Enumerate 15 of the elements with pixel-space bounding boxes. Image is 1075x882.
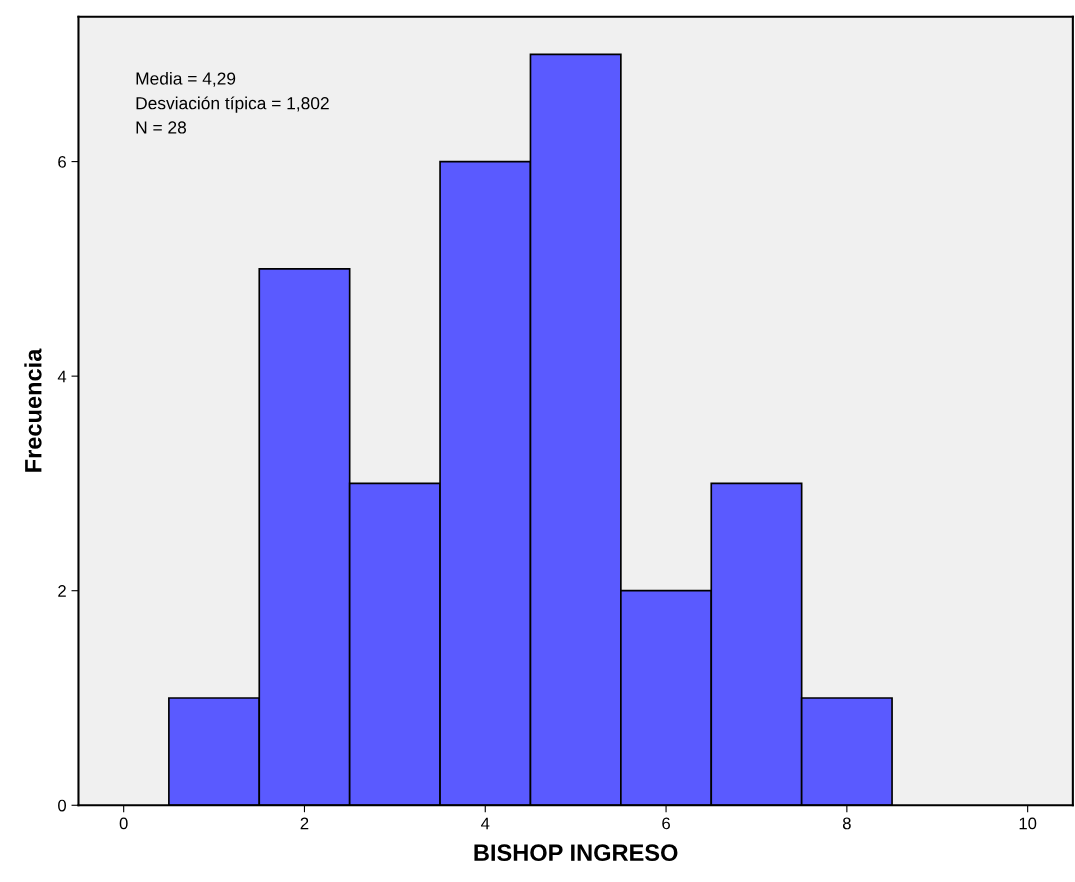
annotation: N = 28 — [136, 121, 187, 134]
x-tick-label: 10 — [1019, 817, 1037, 830]
y-axis-title: Frecuencia — [24, 348, 42, 472]
x-tick-label: 8 — [842, 817, 851, 830]
y-tick-label: 0 — [58, 799, 67, 812]
x-tick-label: 6 — [662, 817, 670, 830]
annotation: Desviación típica = 1,802 — [136, 96, 329, 113]
x-tick-label: 2 — [300, 817, 309, 830]
annotation: Media = 4,29 — [136, 71, 236, 87]
x-tick-label: 0 — [119, 817, 128, 830]
y-tick-label: 2 — [58, 585, 66, 597]
x-tick-label: 4 — [481, 817, 490, 830]
y-tick-label: 4 — [57, 370, 67, 383]
x-axis-title: BISHOP INGRESO — [474, 844, 678, 862]
y-tick-label: 6 — [58, 155, 66, 168]
